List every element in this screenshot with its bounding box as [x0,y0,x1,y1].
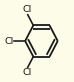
Text: Cl: Cl [23,68,32,77]
Text: Cl: Cl [4,36,14,46]
Text: Cl: Cl [23,5,32,14]
